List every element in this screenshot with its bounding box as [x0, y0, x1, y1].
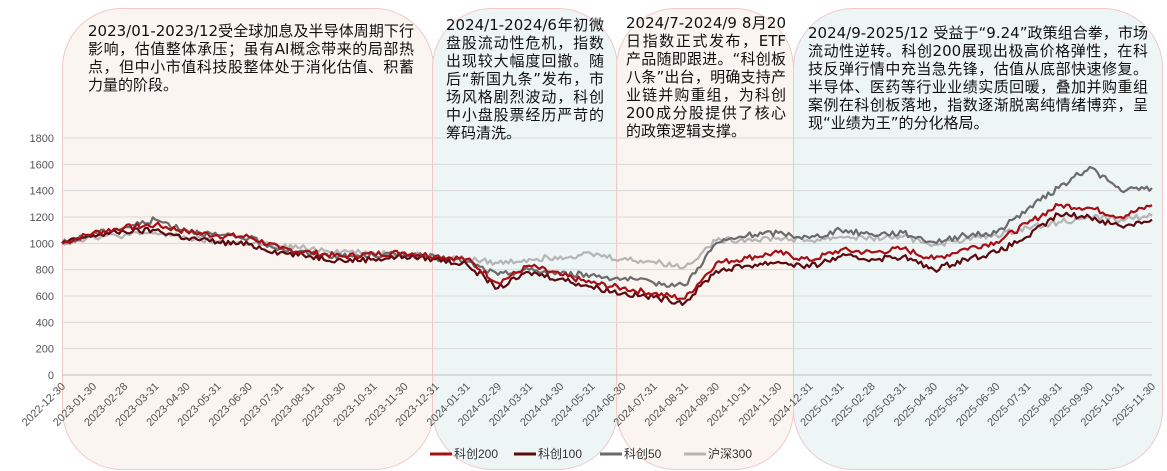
series-line-0	[61, 202, 1153, 301]
y-tick-label: 1400	[30, 186, 54, 198]
legend-label: 科创100	[538, 447, 582, 461]
y-tick-label: 1800	[30, 133, 54, 145]
y-tick-label: 1200	[30, 212, 54, 224]
series-line-3	[61, 212, 1153, 270]
legend-label: 科创200	[454, 447, 498, 461]
annotation-2024-h1: 2024/1-2024/6年初微盘股流动性危机，指数出现较大幅度回撤。随后“新国…	[446, 16, 604, 142]
annotation-2023: 2023/01-2023/12受全球加息及半导体周期下行影响，估值整体承压；虽有…	[88, 22, 414, 94]
phase-panel-2024-q3	[616, 8, 794, 470]
y-tick-label: 600	[36, 291, 54, 303]
legend-label: 沪深300	[708, 447, 752, 461]
annotation-2024-q3: 2024/7-2024/9 8月20日指数正式发布，ETF产品随即跟进。“科创板…	[626, 14, 786, 140]
y-tick-label: 200	[36, 344, 54, 356]
legend: 科创200 科创100 科创50 沪深300	[430, 447, 752, 461]
y-tick-label: 1000	[30, 238, 54, 250]
y-tick-label: 800	[36, 265, 54, 277]
annotation-2024-2025: 2024/9-2025/12 受益于“9.24”政策组合拳，市场流动性逆转。科创…	[808, 24, 1148, 132]
y-tick-label: 0	[48, 370, 54, 382]
legend-label: 科创50	[624, 447, 662, 461]
y-tick-label: 400	[36, 317, 54, 329]
y-tick-label: 1600	[30, 159, 54, 171]
phase-panel-2024-h1	[432, 8, 618, 470]
series-line-2	[61, 165, 1153, 288]
